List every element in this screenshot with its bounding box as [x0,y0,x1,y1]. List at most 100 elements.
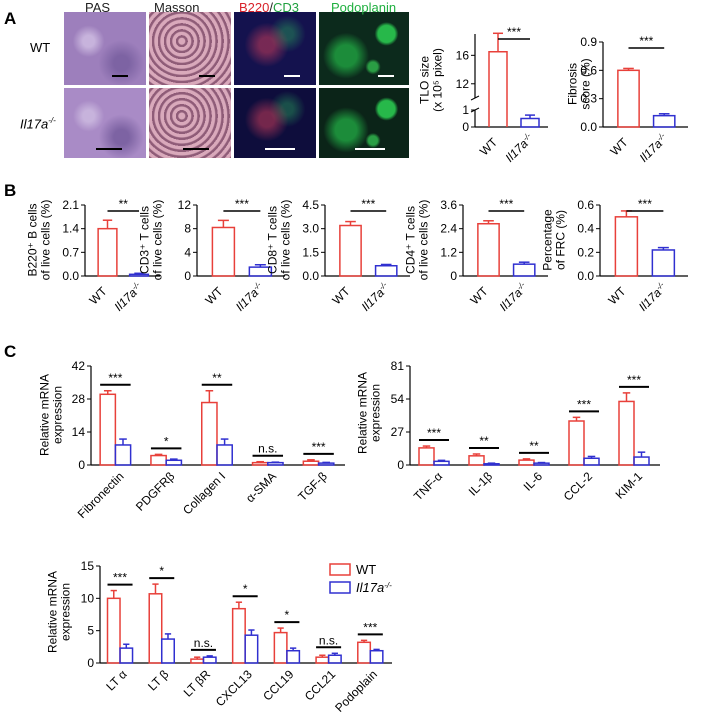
fibro-ylabel-line: Relative mRNA [38,374,52,456]
lympho-ylabel-line: Relative mRNA [46,571,60,653]
inflam-bar-ko [633,456,650,466]
scale-bar [112,75,128,77]
lympho-bar-wt [106,597,121,664]
inflam-bar-ko [433,460,450,466]
frc-category-ko: Il17a-/- [635,280,669,314]
fib-significance: *** [639,34,653,48]
b220-tick-label: 0.7 [62,245,79,259]
lympho-category-label: CXCL13 [213,667,255,709]
row-label-ko-base: Il17a [20,116,49,132]
inflam-bar-wt [418,447,435,466]
inflam-ylabel-line: expression [369,384,383,442]
lympho-significance: * [285,608,290,622]
fib-ylabel-line: Fibrosis [566,63,580,105]
fibro-bar-wt [251,461,269,466]
fib-tick-label: 0.0 [580,120,597,134]
lympho-bar-wt [190,658,205,664]
lympho-bar-ko [286,649,301,664]
column-header-pas: PAS [85,0,110,15]
legend-swatch-ko [329,581,351,594]
cd8-bar-ko [374,264,398,277]
lympho-bar-wt [315,656,330,664]
cd8-ylabel-line: CD8⁺ T cells [266,206,280,274]
scale-bar [183,148,209,150]
cd8-ylabel-line: of live cells (%) [279,200,293,281]
inflam-significance: ** [479,434,489,448]
lympho-category-label: CCL21 [302,667,339,704]
frc-ylabel-line: of FRC (%) [554,210,568,270]
tlo-ylabel-line: TLO size [418,56,432,104]
label-masson: Masson [154,0,200,15]
fibro-tick-label: 0 [78,458,85,472]
histology-image-masson-ko [149,88,231,158]
cd3-bar-wt [211,226,236,277]
tlo-tick-label: 16 [456,48,470,62]
label-cd3: CD3 [273,0,300,15]
legend-label-wt: WT [356,562,376,577]
lympho-tick-label: 5 [87,624,94,638]
frc-category-wt: WT [605,284,629,308]
inflam-bar-ko [483,463,500,466]
cd3-tick-label: 0 [184,269,191,283]
lympho-bar-wt [148,593,163,664]
fib-tick-label: 0.6 [580,63,597,77]
tlo-tick-label: 0 [462,120,469,134]
frc-bar-wt [614,216,639,277]
fib-bar-ko [652,114,676,128]
scale-bar [355,148,385,150]
cd3-significance: *** [235,197,249,211]
cd4-significance: *** [499,197,513,211]
cd4-tick-label: 1.2 [440,245,457,259]
inflam-bar-wt [568,420,585,466]
fibro-bar-ko [317,462,335,466]
histology-image-masson-wt [149,12,231,85]
tlo-bar-ko [520,117,540,128]
cd3-ylabel-line: CD3⁺ T cells [138,206,152,274]
cd4-ylabel-line: CD4⁺ T cells [404,206,418,274]
fibro-significance: n.s. [258,442,277,456]
cd3-category-wt: WT [202,284,226,308]
histology-image-b220-cd3-wt [234,12,316,85]
cd8-category-wt: WT [330,284,354,308]
fibro-category-label: TGF-β [295,469,330,504]
lympho-tick-label: 0 [87,656,94,670]
b220-ylabel-line: B220⁺ B cells [26,203,40,276]
cd4-tick-label: 2.4 [440,222,457,236]
tlo-significance: *** [507,25,521,39]
cd4-ylabel-line: of live cells (%) [417,200,431,281]
lympho-bar-ko [327,654,342,664]
lympho-bar-ko [160,638,176,664]
legend-swatch-wt [329,563,351,576]
lympho-significance: n.s. [319,633,338,647]
lympho-significance: * [159,564,164,578]
inflam-category-label: IL-6 [521,469,546,494]
row-label-ko: Il17a-/- [20,116,56,131]
cd4-bar-ko [512,263,536,277]
panel-letter-c: C [4,342,16,361]
inflam-tick-label: 54 [391,392,405,406]
lympho-tick-label: 10 [81,591,95,605]
inflam-category-label: IL-1β [466,469,495,498]
lympho-category-label: LT β [145,667,171,693]
frc-bar-ko [651,249,676,277]
cd8-bar-wt [339,224,362,277]
fibro-ylabel-line: expression [51,386,65,444]
frc-tick-label: 0.4 [577,222,594,236]
tlo-bar-wt [488,51,508,127]
scale-bar [378,75,394,77]
tlo-tick-label: 1 [462,103,469,117]
inflam-bar-ko [533,462,550,466]
tlo-category-wt: WT [477,135,501,159]
frc-significance: *** [638,197,652,211]
lympho-significance: *** [363,620,377,634]
fibro-category-label: Fibronectin [75,469,127,521]
b220-ylabel-line: of live cells (%) [39,200,53,281]
frc-ylabel-line: Percentage [541,209,555,271]
fibro-bar-ko [165,459,183,466]
row-label-ko-sup: -/- [48,116,56,125]
inflam-bar-wt [468,455,485,466]
inflam-tick-label: 81 [391,359,405,373]
fibro-significance: *** [312,440,326,454]
histology-image-pas-wt [64,12,146,85]
inflam-tick-label: 0 [397,458,404,472]
